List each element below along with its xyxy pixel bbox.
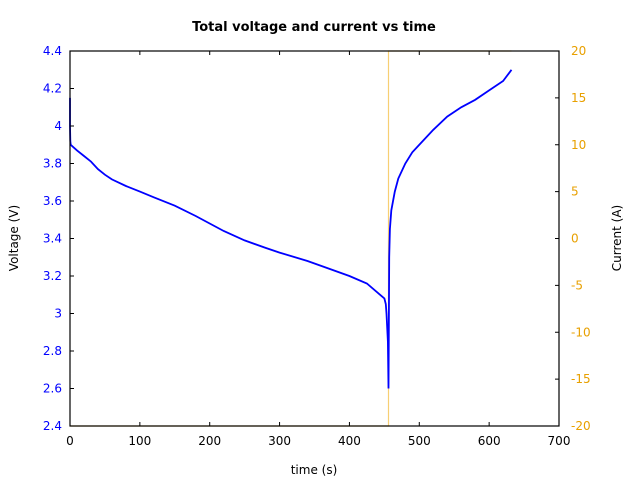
x-tick-label: 500 <box>408 434 431 448</box>
x-tick-label: 200 <box>198 434 221 448</box>
y2-tick-label: -15 <box>571 372 591 386</box>
chart-title: Total voltage and current vs time <box>192 20 436 35</box>
y2-tick-label: 0 <box>571 232 579 246</box>
x-tick-label: 600 <box>478 434 501 448</box>
y-tick-label: 3.8 <box>43 157 62 171</box>
y-tick-label: 3.4 <box>43 232 62 246</box>
x-tick-label: 700 <box>548 434 571 448</box>
x-tick-label: 300 <box>268 434 291 448</box>
x-axis-label: time (s) <box>291 463 338 477</box>
y-axis-label: Voltage (V) <box>7 205 21 271</box>
y2-tick-label: 15 <box>571 91 586 105</box>
y-tick-label: 3.2 <box>43 269 62 283</box>
y-tick-label: 4.2 <box>43 82 62 96</box>
y-axis-left: 2.4 2.6 2.8 3 3.2 3.4 3.6 3.8 4 4.2 4.4 <box>43 44 74 433</box>
y-tick-label: 2.6 <box>43 382 62 396</box>
voltage-line <box>69 69 513 389</box>
x-tick-label: 100 <box>128 434 151 448</box>
y2-axis-label: Current (A) <box>610 205 624 271</box>
y-tick-label: 4 <box>54 119 62 133</box>
y-axis-right: -20 -15 -10 -5 0 5 10 15 20 <box>555 44 591 433</box>
y-tick-label: 2.4 <box>43 419 62 433</box>
y2-tick-label: 20 <box>571 44 586 58</box>
x-tick-label: 400 <box>338 434 361 448</box>
y-tick-label: 4.4 <box>43 44 62 58</box>
y2-tick-label: 10 <box>571 138 586 152</box>
y2-tick-label: -5 <box>571 278 583 292</box>
y2-tick-label: -20 <box>571 419 591 433</box>
y-tick-label: 3.6 <box>43 194 62 208</box>
x-axis: 0 100 200 300 400 500 600 700 <box>66 51 570 448</box>
y2-tick-label: 5 <box>571 185 579 199</box>
y-tick-label: 3 <box>54 307 62 321</box>
y-tick-label: 2.8 <box>43 344 62 358</box>
y2-tick-label: -10 <box>571 325 591 339</box>
x-tick-label: 0 <box>66 434 74 448</box>
